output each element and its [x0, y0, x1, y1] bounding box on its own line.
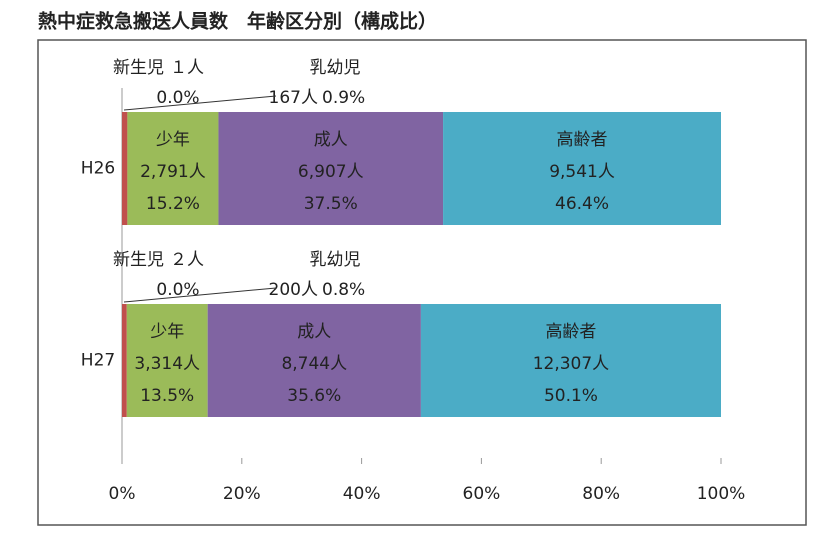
x-tick-label: 40% — [343, 484, 381, 504]
bar-segment — [420, 304, 721, 417]
bar-segment — [207, 304, 421, 417]
segment-name: 少年 — [156, 130, 190, 150]
chart-frame — [37, 39, 807, 526]
data-label: 0.0% — [156, 88, 199, 108]
callout-count: 200人 — [269, 280, 318, 300]
bar-segment — [122, 112, 128, 225]
data-label-count: 12,307人 — [533, 354, 609, 374]
y-tick-label: H27 — [81, 351, 115, 371]
x-tick-label: 60% — [463, 484, 501, 504]
bar-segment — [127, 112, 219, 225]
segment-name: 高齢者 — [557, 130, 608, 150]
callout-name: 乳幼児 — [310, 58, 361, 78]
data-label-count: 2,791人 — [140, 162, 206, 182]
segment-name: 高齢者 — [545, 322, 596, 342]
x-tick-label: 20% — [223, 484, 261, 504]
chart-title: 熱中症救急搬送人員数 年齢区分別（構成比） — [38, 10, 437, 33]
bar-segment — [122, 304, 127, 417]
bar-segment — [126, 304, 208, 417]
callout-count: １人 — [170, 58, 204, 78]
data-label-count: 6,907人 — [298, 162, 364, 182]
data-label: 37.5% — [304, 194, 358, 214]
data-label: 0.8% — [322, 280, 365, 300]
data-label-count: 9,541人 — [549, 162, 615, 182]
segment-name: 少年 — [150, 322, 184, 342]
data-label-count: 3,314人 — [134, 354, 200, 374]
y-tick-label: H26 — [81, 159, 115, 179]
bar-segment — [218, 112, 444, 225]
x-tick-label: 0% — [109, 484, 136, 504]
callout-count: 167人 — [269, 88, 318, 108]
data-label: 35.6% — [287, 386, 341, 406]
callout-name: 乳幼児 — [310, 250, 361, 270]
data-label: 13.5% — [140, 386, 194, 406]
callout-name: 新生児 — [113, 58, 164, 78]
x-tick-label: 100% — [697, 484, 746, 504]
callout-name: 新生児 — [113, 250, 164, 270]
segment-name: 成人 — [297, 322, 331, 342]
x-tick-label: 80% — [582, 484, 620, 504]
segment-name: 成人 — [314, 130, 348, 150]
data-label: 0.0% — [156, 280, 199, 300]
bar-segment — [443, 112, 721, 225]
data-label: 50.1% — [544, 386, 598, 406]
data-label-count: 8,744人 — [281, 354, 347, 374]
callout-count: ２人 — [170, 250, 204, 270]
leader-line — [123, 287, 277, 303]
data-label: 0.9% — [322, 88, 365, 108]
leader-line — [123, 95, 277, 111]
data-label: 46.4% — [555, 194, 609, 214]
data-label: 15.2% — [146, 194, 200, 214]
